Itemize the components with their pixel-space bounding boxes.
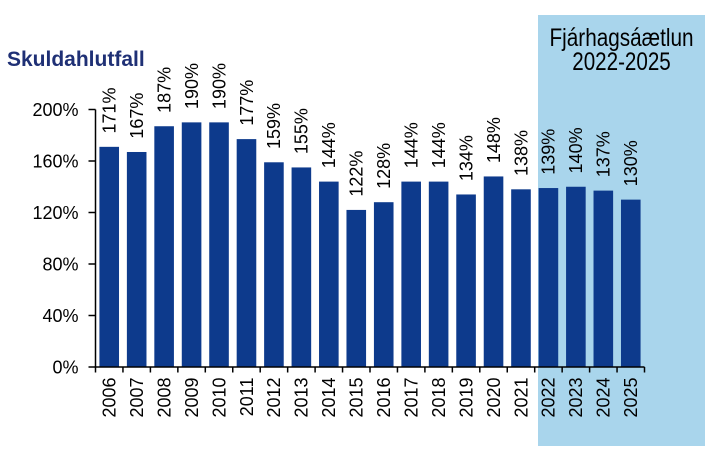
svg-text:130%: 130%	[621, 140, 641, 186]
svg-text:Skuldahlutfall: Skuldahlutfall	[7, 48, 145, 71]
svg-text:160%: 160%	[32, 151, 78, 171]
svg-text:144%: 144%	[319, 122, 339, 168]
svg-text:2011: 2011	[237, 378, 257, 417]
svg-text:144%: 144%	[429, 122, 449, 168]
svg-text:187%: 187%	[154, 67, 174, 113]
svg-text:128%: 128%	[374, 143, 394, 189]
svg-text:122%: 122%	[347, 151, 367, 197]
svg-text:140%: 140%	[566, 127, 586, 173]
svg-text:159%: 159%	[264, 103, 284, 149]
svg-text:2008: 2008	[154, 378, 174, 418]
svg-text:2020: 2020	[484, 378, 504, 418]
svg-text:190%: 190%	[182, 63, 202, 109]
svg-text:2023: 2023	[566, 378, 586, 418]
svg-text:2014: 2014	[319, 378, 339, 418]
svg-text:148%: 148%	[484, 117, 504, 163]
svg-text:2024: 2024	[594, 378, 614, 418]
svg-text:2009: 2009	[182, 378, 202, 418]
svg-text:0%: 0%	[52, 357, 78, 377]
svg-text:190%: 190%	[209, 63, 229, 109]
svg-text:2017: 2017	[401, 378, 421, 418]
svg-text:40%: 40%	[42, 306, 78, 326]
svg-text:138%: 138%	[511, 130, 531, 176]
svg-text:2010: 2010	[209, 378, 229, 418]
svg-text:167%: 167%	[127, 93, 147, 139]
svg-text:2022-2025: 2022-2025	[572, 48, 671, 76]
svg-text:144%: 144%	[401, 122, 421, 168]
svg-text:200%: 200%	[32, 100, 78, 120]
svg-text:2015: 2015	[347, 378, 367, 418]
svg-text:134%: 134%	[456, 135, 476, 181]
svg-text:2013: 2013	[292, 378, 312, 418]
svg-text:155%: 155%	[292, 108, 312, 154]
svg-text:2006: 2006	[100, 378, 120, 418]
svg-text:80%: 80%	[42, 254, 78, 274]
svg-text:2007: 2007	[127, 378, 147, 418]
svg-text:120%: 120%	[32, 203, 78, 223]
svg-text:2022: 2022	[539, 378, 559, 418]
svg-text:177%: 177%	[237, 80, 257, 126]
svg-text:Fjárhagsáætlun: Fjárhagsáætlun	[550, 24, 694, 52]
svg-text:2025: 2025	[621, 378, 641, 418]
svg-text:2019: 2019	[456, 378, 476, 418]
svg-text:171%: 171%	[100, 87, 120, 133]
svg-text:2018: 2018	[429, 378, 449, 418]
svg-text:2021: 2021	[511, 378, 531, 418]
svg-text:2016: 2016	[374, 378, 394, 418]
svg-text:137%: 137%	[594, 131, 614, 177]
svg-text:139%: 139%	[539, 129, 559, 175]
svg-text:2012: 2012	[264, 378, 284, 418]
